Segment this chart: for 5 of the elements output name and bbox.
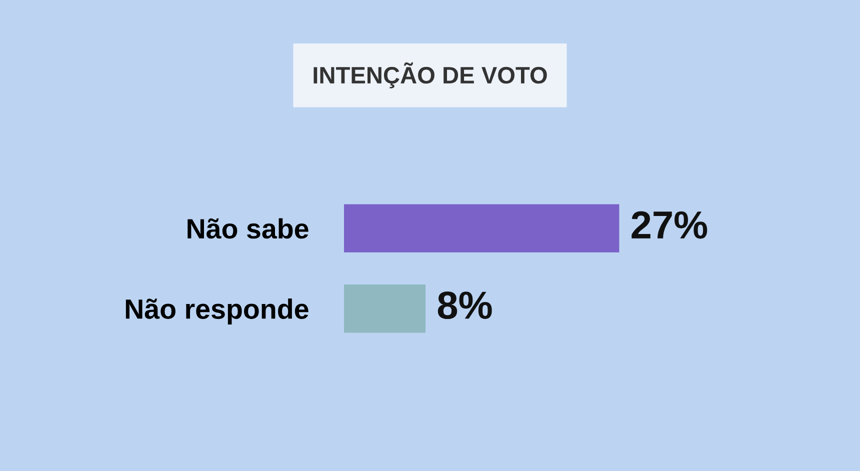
data-label: 27% — [632, 211, 708, 239]
y-tick-label: Não responde — [126, 298, 308, 324]
data-label: 8% — [438, 292, 492, 320]
y-tick-label: Não sabe — [188, 218, 308, 239]
chart-title: INTENÇÃO DE VOTO — [314, 62, 547, 88]
